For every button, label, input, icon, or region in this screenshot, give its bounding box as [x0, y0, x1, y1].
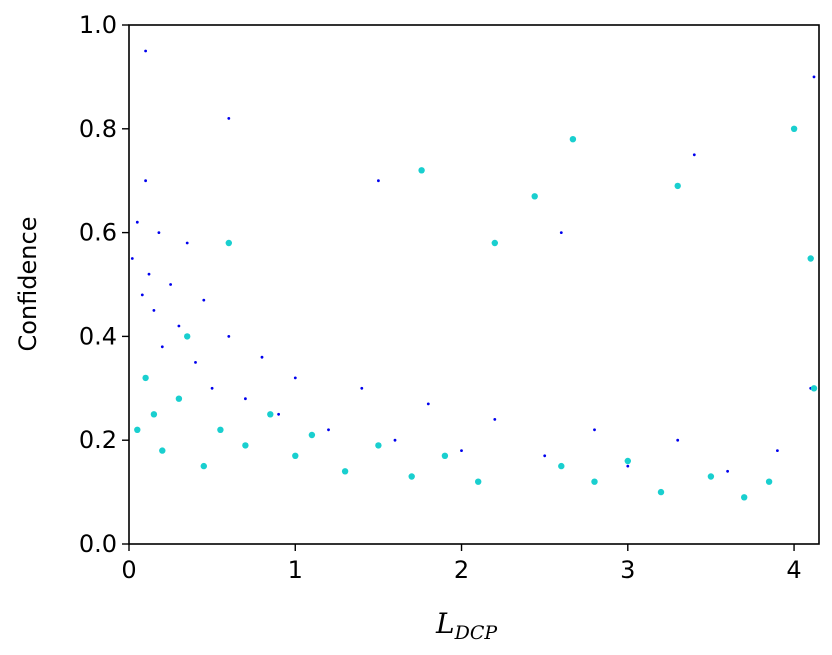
scatter-point-s1-14 [375, 442, 382, 449]
scatter-point-s0-30 [776, 449, 779, 452]
y-tick-label-2: 0.4 [79, 322, 117, 350]
scatter-point-s1-19 [491, 239, 498, 247]
scatter-point-s1-5 [184, 333, 191, 340]
x-axis-label-sub: DCP [454, 622, 499, 644]
scatter-point-s1-10 [267, 411, 274, 418]
scatter-point-s1-9 [242, 442, 249, 449]
scatter-point-s0-36 [692, 153, 696, 157]
scatter-point-s1-20 [531, 193, 538, 200]
scatter-point-s0-1 [135, 220, 139, 224]
scatter-point-s1-8 [225, 239, 232, 247]
ticks-layer: 0 1 2 3 4 0.0 0.2 0.4 0.6 0.8 1.0 [79, 11, 802, 584]
scatter-point-s0-34 [377, 179, 380, 183]
scatter-point-s0-16 [260, 355, 264, 359]
scatter-point-s0-29 [726, 469, 729, 473]
scatter-point-s0-28 [676, 438, 680, 442]
scatter-point-s0-32 [144, 49, 148, 53]
scatter-point-s1-15 [408, 473, 415, 480]
scatter-point-s1-0 [134, 426, 141, 433]
points-layer [130, 49, 818, 501]
scatter-point-s1-23 [591, 478, 598, 485]
scatter-point-s1-21 [558, 462, 565, 470]
y-axis-label: Confidence [14, 217, 42, 352]
scatter-point-s1-18 [475, 478, 482, 485]
scatter-point-s0-17 [277, 412, 280, 416]
scatter-point-s0-2 [140, 293, 144, 297]
scatter-point-s0-0 [130, 257, 134, 260]
scatter-point-s0-3 [144, 179, 148, 183]
scatter-point-s1-27 [707, 473, 715, 480]
scatter-point-s1-25 [657, 488, 665, 496]
plot-frame [128, 24, 820, 545]
scatter-point-s1-17 [441, 452, 449, 459]
y-tick-label-4: 0.8 [79, 115, 117, 143]
x-tick-label-2: 2 [454, 556, 469, 584]
x-axis-label: LDCP [435, 607, 498, 644]
scatter-point-s0-9 [177, 324, 181, 328]
scatter-point-s0-33 [227, 117, 231, 120]
y-tick-label-1: 0.2 [79, 426, 117, 454]
scatter-point-s1-2 [150, 411, 158, 418]
scatter-point-s0-26 [593, 428, 596, 432]
scatter-point-s0-35 [559, 231, 563, 235]
scatter-point-s0-27 [626, 464, 630, 468]
scatter-point-s1-7 [217, 426, 224, 433]
scatter-point-s0-8 [169, 283, 173, 286]
x-tick-label-0: 0 [121, 556, 136, 584]
scatter-point-s0-23 [460, 449, 463, 452]
scatter-point-s0-6 [157, 231, 161, 235]
scatter-point-s1-28 [741, 494, 748, 501]
y-tick-label-0: 0.0 [79, 530, 117, 558]
scatter-point-s1-31 [807, 255, 814, 262]
scatter-point-s1-12 [308, 431, 316, 439]
scatter-point-s1-6 [200, 462, 207, 470]
scatter-point-s1-16 [418, 167, 425, 174]
scatter-point-s0-11 [194, 361, 197, 364]
scatter-point-s0-21 [393, 438, 397, 442]
scatter-point-s0-22 [426, 402, 430, 406]
scatter-point-s1-32 [810, 385, 818, 392]
scatter-point-s0-12 [202, 298, 206, 302]
scatter-point-s1-3 [159, 447, 166, 454]
scatter-point-s0-37 [812, 75, 816, 79]
scatter-point-s0-10 [185, 241, 189, 245]
x-tick-label-1: 1 [288, 556, 303, 584]
scatter-point-s0-20 [360, 386, 364, 390]
scatter-point-s1-11 [292, 452, 299, 459]
x-tick-label-3: 3 [620, 556, 635, 584]
scatter-point-s0-4 [147, 272, 151, 276]
scatter-point-s0-7 [160, 345, 164, 349]
y-tick-label-5: 1.0 [79, 11, 117, 39]
scatter-point-s0-15 [244, 397, 247, 401]
scatter-point-s1-13 [341, 468, 349, 475]
scatter-point-s0-13 [210, 386, 214, 390]
scatter-point-s1-30 [790, 125, 798, 132]
scatter-point-s1-26 [674, 182, 681, 190]
scatter-point-s1-22 [569, 136, 577, 143]
scatter-point-s0-24 [493, 418, 497, 421]
scatter-point-s0-5 [152, 309, 156, 312]
scatter-point-s1-29 [765, 478, 773, 485]
scatter-point-s0-14 [227, 335, 231, 338]
scatter-point-s1-1 [142, 374, 149, 382]
scatter-point-s0-19 [327, 428, 330, 432]
scatter-point-s0-25 [543, 454, 547, 458]
y-tick-label-3: 0.6 [79, 219, 117, 247]
scatter-point-s1-24 [624, 457, 631, 465]
scatter-point-s0-18 [293, 376, 297, 380]
scatter-point-s1-4 [175, 395, 183, 402]
x-tick-label-4: 4 [786, 556, 801, 584]
x-axis-label-main: L [435, 607, 455, 640]
